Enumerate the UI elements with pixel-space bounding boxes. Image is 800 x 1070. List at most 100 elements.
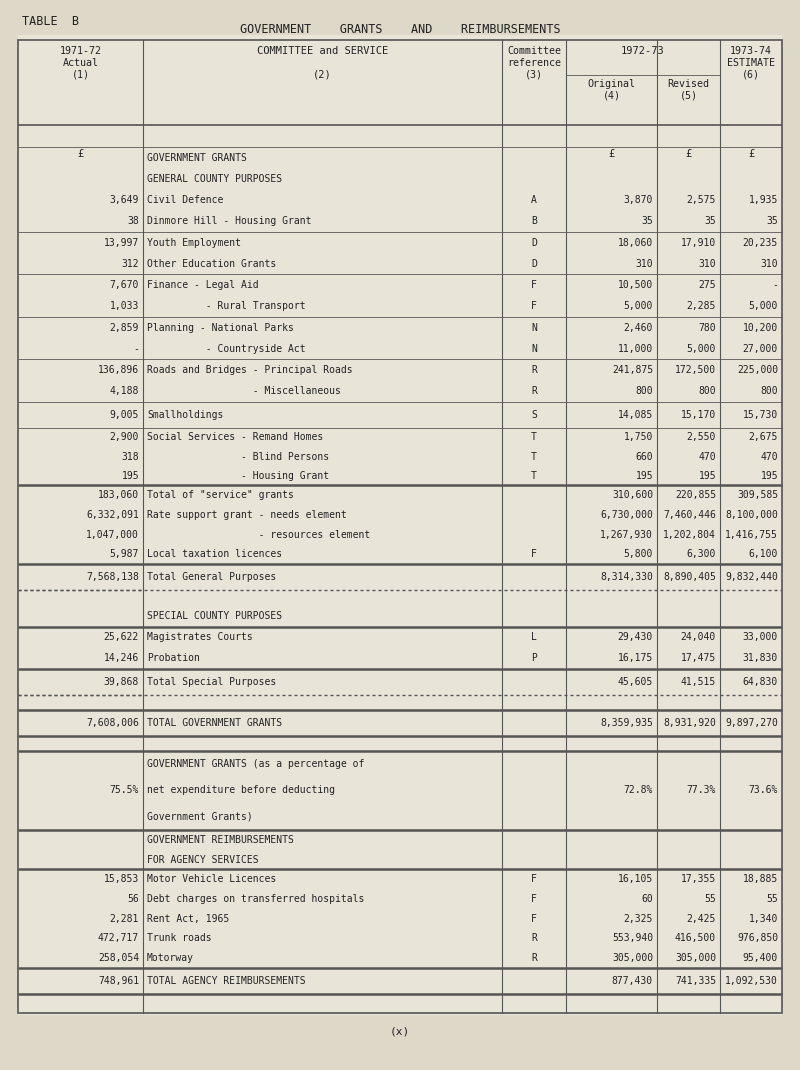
Text: Debt charges on transferred hospitals: Debt charges on transferred hospitals bbox=[147, 893, 364, 904]
Text: Civil Defence: Civil Defence bbox=[147, 195, 223, 205]
Text: Local taxation licences: Local taxation licences bbox=[147, 550, 282, 560]
Text: A: A bbox=[531, 195, 537, 205]
Text: 800: 800 bbox=[635, 386, 653, 396]
Text: 1,340: 1,340 bbox=[749, 914, 778, 923]
Text: T: T bbox=[531, 471, 537, 480]
Text: COMMITTEE and SERVICE

(2): COMMITTEE and SERVICE (2) bbox=[257, 46, 388, 79]
Text: 1,092,530: 1,092,530 bbox=[725, 976, 778, 985]
Text: 8,359,935: 8,359,935 bbox=[600, 718, 653, 728]
Text: Finance - Legal Aid: Finance - Legal Aid bbox=[147, 280, 258, 290]
Text: - Miscellaneous: - Miscellaneous bbox=[147, 386, 341, 396]
Text: 35: 35 bbox=[704, 216, 716, 227]
Text: 20,235: 20,235 bbox=[742, 238, 778, 247]
Text: F: F bbox=[531, 280, 537, 290]
Text: 416,500: 416,500 bbox=[675, 933, 716, 944]
Text: - Housing Grant: - Housing Grant bbox=[147, 471, 329, 480]
Text: Total Special Purposes: Total Special Purposes bbox=[147, 677, 276, 687]
Text: 1972-73: 1972-73 bbox=[621, 46, 665, 56]
Text: TABLE  B: TABLE B bbox=[22, 15, 79, 28]
Text: 9,897,270: 9,897,270 bbox=[725, 718, 778, 728]
Text: 77.3%: 77.3% bbox=[686, 785, 716, 795]
Text: 748,961: 748,961 bbox=[98, 976, 139, 985]
Text: 73.6%: 73.6% bbox=[749, 785, 778, 795]
Text: 2,550: 2,550 bbox=[686, 432, 716, 442]
Text: 472,717: 472,717 bbox=[98, 933, 139, 944]
Text: Rent Act, 1965: Rent Act, 1965 bbox=[147, 914, 230, 923]
Text: 56: 56 bbox=[127, 893, 139, 904]
Text: F: F bbox=[531, 893, 537, 904]
Text: 15,730: 15,730 bbox=[742, 410, 778, 419]
Text: 305,000: 305,000 bbox=[612, 953, 653, 963]
Text: 2,675: 2,675 bbox=[749, 432, 778, 442]
Text: Planning - National Parks: Planning - National Parks bbox=[147, 322, 294, 333]
Text: 6,100: 6,100 bbox=[749, 550, 778, 560]
Text: T: T bbox=[531, 432, 537, 442]
Text: 8,931,920: 8,931,920 bbox=[663, 718, 716, 728]
Text: R: R bbox=[531, 386, 537, 396]
Text: 310: 310 bbox=[635, 259, 653, 269]
Text: 310,600: 310,600 bbox=[612, 490, 653, 501]
Text: 310: 310 bbox=[760, 259, 778, 269]
Text: 31,830: 31,830 bbox=[742, 654, 778, 663]
Text: £: £ bbox=[686, 149, 692, 159]
Text: Smallholdings: Smallholdings bbox=[147, 410, 223, 419]
Text: 10,500: 10,500 bbox=[618, 280, 653, 290]
Text: 41,515: 41,515 bbox=[681, 677, 716, 687]
Text: 5,800: 5,800 bbox=[624, 550, 653, 560]
Text: 1,202,804: 1,202,804 bbox=[663, 530, 716, 539]
Text: 1,033: 1,033 bbox=[110, 302, 139, 311]
Text: N: N bbox=[531, 322, 537, 333]
Text: 1,267,930: 1,267,930 bbox=[600, 530, 653, 539]
Text: 976,850: 976,850 bbox=[737, 933, 778, 944]
Text: 2,325: 2,325 bbox=[624, 914, 653, 923]
Text: 1,416,755: 1,416,755 bbox=[725, 530, 778, 539]
Text: 195: 195 bbox=[760, 471, 778, 480]
Text: GENERAL COUNTY PURPOSES: GENERAL COUNTY PURPOSES bbox=[147, 173, 282, 184]
Text: 16,175: 16,175 bbox=[618, 654, 653, 663]
Text: Total General Purposes: Total General Purposes bbox=[147, 572, 276, 582]
Text: 3,649: 3,649 bbox=[110, 195, 139, 205]
Text: T: T bbox=[531, 452, 537, 461]
Text: 225,000: 225,000 bbox=[737, 365, 778, 376]
Text: GOVERNMENT    GRANTS    AND    REIMBURSEMENTS: GOVERNMENT GRANTS AND REIMBURSEMENTS bbox=[240, 22, 560, 36]
Text: L: L bbox=[531, 632, 537, 642]
Text: SPECIAL COUNTY PURPOSES: SPECIAL COUNTY PURPOSES bbox=[147, 611, 282, 621]
Text: GOVERNMENT GRANTS (as a percentage of: GOVERNMENT GRANTS (as a percentage of bbox=[147, 759, 364, 769]
Text: Revised
(5): Revised (5) bbox=[667, 79, 710, 101]
Text: 8,314,330: 8,314,330 bbox=[600, 572, 653, 582]
Text: 310: 310 bbox=[698, 259, 716, 269]
Text: 780: 780 bbox=[698, 322, 716, 333]
Text: 13,997: 13,997 bbox=[104, 238, 139, 247]
Text: 2,281: 2,281 bbox=[110, 914, 139, 923]
Text: 5,000: 5,000 bbox=[749, 302, 778, 311]
Text: 1,750: 1,750 bbox=[624, 432, 653, 442]
Text: 275: 275 bbox=[698, 280, 716, 290]
Text: F: F bbox=[531, 914, 537, 923]
Text: 136,896: 136,896 bbox=[98, 365, 139, 376]
Text: 35: 35 bbox=[766, 216, 778, 227]
Text: £: £ bbox=[78, 149, 84, 159]
Text: 33,000: 33,000 bbox=[742, 632, 778, 642]
Text: 55: 55 bbox=[766, 893, 778, 904]
Text: 7,460,446: 7,460,446 bbox=[663, 510, 716, 520]
Text: 5,000: 5,000 bbox=[624, 302, 653, 311]
Text: D: D bbox=[531, 259, 537, 269]
Text: Government Grants): Government Grants) bbox=[147, 812, 253, 822]
Text: 241,875: 241,875 bbox=[612, 365, 653, 376]
Text: 15,853: 15,853 bbox=[104, 874, 139, 884]
Text: F: F bbox=[531, 550, 537, 560]
Text: 16,105: 16,105 bbox=[618, 874, 653, 884]
Text: 195: 195 bbox=[635, 471, 653, 480]
Text: 24,040: 24,040 bbox=[681, 632, 716, 642]
Text: 14,085: 14,085 bbox=[618, 410, 653, 419]
Text: 800: 800 bbox=[698, 386, 716, 396]
Text: 27,000: 27,000 bbox=[742, 343, 778, 354]
Text: 318: 318 bbox=[122, 452, 139, 461]
Text: 172,500: 172,500 bbox=[675, 365, 716, 376]
Text: 6,730,000: 6,730,000 bbox=[600, 510, 653, 520]
Text: 6,300: 6,300 bbox=[686, 550, 716, 560]
Text: 5,000: 5,000 bbox=[686, 343, 716, 354]
Text: 7,670: 7,670 bbox=[110, 280, 139, 290]
Text: Motor Vehicle Licences: Motor Vehicle Licences bbox=[147, 874, 276, 884]
Text: - Blind Persons: - Blind Persons bbox=[147, 452, 329, 461]
